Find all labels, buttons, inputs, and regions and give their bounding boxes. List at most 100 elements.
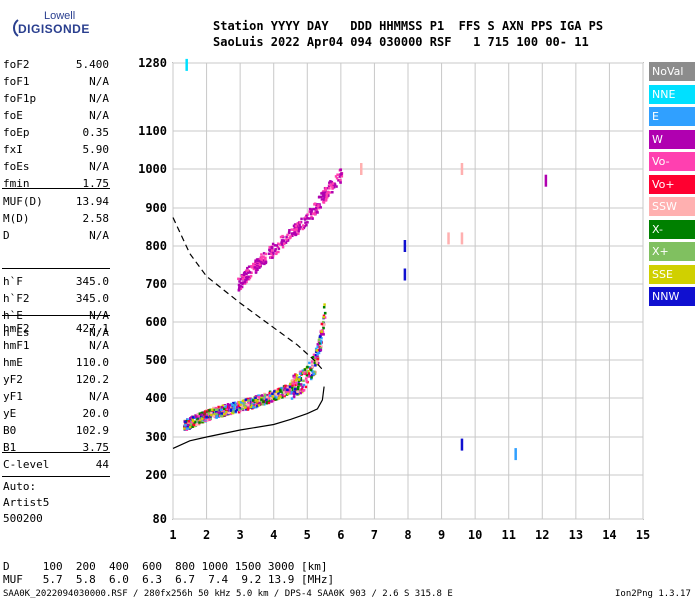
echo-point (281, 239, 284, 242)
echo-point (264, 256, 267, 260)
echo-point (247, 399, 250, 402)
echo-point (328, 181, 331, 184)
echo-point (232, 403, 235, 407)
echo-point (206, 416, 210, 419)
echo-point (288, 391, 291, 395)
echo-point (321, 329, 324, 332)
echo-point (280, 241, 283, 244)
x-tick-label: 5 (304, 528, 311, 542)
echo-point (322, 194, 325, 198)
param-value: 120.2 (75, 373, 109, 386)
echo-point (241, 399, 245, 403)
echo-point (271, 399, 275, 403)
echo-point (232, 408, 235, 412)
echo-point (244, 398, 248, 401)
echo-point (329, 184, 333, 187)
echo-point (303, 368, 307, 371)
echo-point (304, 369, 307, 373)
echo-point (281, 394, 284, 397)
echo-point (299, 225, 302, 229)
legend-item: Vo- (649, 152, 695, 171)
echo-point (317, 195, 321, 199)
echo-point (304, 385, 308, 389)
echo-point (233, 401, 237, 405)
echo-point (319, 346, 323, 350)
echo-point (244, 406, 247, 409)
echo-point (247, 401, 251, 404)
echo-point (271, 395, 274, 398)
x-tick-label: 4 (270, 528, 277, 542)
echo-point (254, 261, 257, 265)
echo-point (257, 264, 260, 268)
echo-point (245, 408, 248, 411)
echo-point (265, 398, 268, 401)
y-axis-ticks: 80 200 300 400 500 600 700 800 900 1000 1100 1280 (138, 56, 167, 526)
echo-point (288, 387, 291, 391)
footer-version: Ion2Png 1.3.17 (615, 589, 691, 599)
echo-point (208, 418, 211, 422)
echo-point (281, 396, 284, 399)
echo-point (258, 259, 262, 263)
echo-point (234, 410, 237, 413)
echo-point (208, 413, 211, 417)
echo-point (268, 397, 271, 400)
echo-point (322, 326, 325, 330)
echo-point (310, 208, 313, 211)
echo-point (320, 333, 323, 336)
logo-arc-icon (13, 19, 19, 37)
echo-point (257, 261, 261, 265)
distance-row: D 100 200 400 600 800 1000 1500 3000 [km… (3, 560, 328, 573)
param-value: 20.0 (82, 407, 110, 420)
echo-point (200, 413, 203, 416)
echo-point (263, 400, 267, 404)
param-name: h`F2 (3, 292, 30, 305)
echo-point (294, 378, 298, 382)
echo-point (292, 374, 296, 378)
x-tick-label: 10 (468, 528, 482, 542)
echo-point (221, 404, 225, 407)
echo-point (303, 224, 307, 228)
echo-point (196, 412, 200, 416)
echo-point (289, 235, 292, 238)
echo-point (193, 420, 197, 424)
echo-point (254, 398, 258, 402)
echo-point (298, 372, 302, 375)
panel-separator (2, 188, 110, 189)
legend-item: X- (649, 219, 695, 239)
echo-point (280, 386, 283, 390)
echo-point (316, 357, 320, 361)
param-value: 345.0 (75, 275, 109, 288)
echo-point (243, 282, 246, 285)
echo-point (232, 406, 236, 409)
echo-point (255, 266, 259, 269)
echo-point (272, 397, 276, 401)
echo-point (333, 183, 337, 186)
echo-point (254, 396, 257, 400)
y-tick-label: 600 (145, 315, 167, 329)
echo-point (277, 250, 280, 254)
echo-point (316, 345, 319, 349)
echo-point (225, 410, 228, 414)
param-name: foE (3, 109, 23, 122)
echo-point (323, 316, 327, 319)
echo-point (276, 245, 280, 249)
echo-point (315, 203, 319, 206)
echo-point (311, 212, 315, 215)
echo-point (250, 404, 254, 408)
echo-point (270, 397, 273, 400)
echo-point (293, 376, 297, 379)
echo-point (241, 407, 244, 411)
echo-point (290, 386, 294, 390)
echo-point (277, 247, 281, 250)
echo-point (316, 343, 320, 346)
echo-point (250, 266, 254, 269)
echo-point (189, 417, 192, 420)
echo-point (311, 365, 314, 369)
echo-point (290, 232, 294, 235)
echo-point (260, 253, 263, 256)
echo-point (282, 242, 286, 246)
echo-point (256, 400, 259, 403)
echo-point (288, 385, 292, 389)
echo-point (247, 403, 250, 407)
